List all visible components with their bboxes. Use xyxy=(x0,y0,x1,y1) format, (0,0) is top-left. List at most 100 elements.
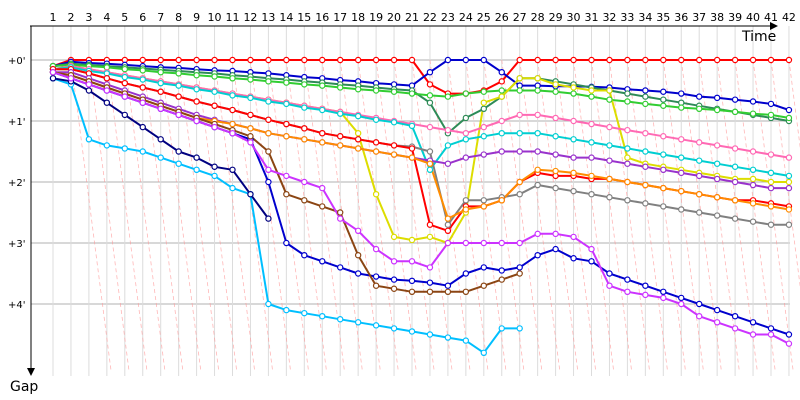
data-point xyxy=(749,218,757,225)
data-point xyxy=(552,184,559,192)
data-point xyxy=(713,306,721,314)
data-point xyxy=(390,56,398,64)
data-point xyxy=(534,181,541,189)
data-point xyxy=(624,197,631,204)
data-point xyxy=(588,245,595,253)
data-point xyxy=(606,282,613,289)
data-point xyxy=(175,93,182,100)
data-point xyxy=(713,56,721,64)
data-point xyxy=(785,340,793,347)
data-point xyxy=(372,116,380,123)
data-point xyxy=(283,133,290,140)
x-tick-labels: 1 2 3 4 5 6 7 8 9 10 11 12 13 14 15 16 17 18 19 20 21 22 23 24 2… xyxy=(50,11,796,24)
dashed-link xyxy=(339,59,381,371)
data-point xyxy=(175,56,182,64)
data-point xyxy=(49,68,57,76)
data-point xyxy=(713,94,721,102)
x-tick-label: 24 xyxy=(459,11,473,24)
data-point xyxy=(534,75,541,82)
data-point xyxy=(498,87,505,94)
data-point xyxy=(498,325,505,332)
data-point xyxy=(534,230,541,238)
data-point xyxy=(283,172,290,180)
data-point xyxy=(408,288,416,295)
data-point xyxy=(426,68,434,76)
x-tick-label: 2 xyxy=(67,11,74,24)
data-point xyxy=(444,160,452,167)
data-point xyxy=(157,88,164,95)
data-point xyxy=(480,264,487,271)
data-point xyxy=(606,56,613,64)
x-tick-label: 19 xyxy=(369,11,383,24)
data-point xyxy=(534,148,541,155)
data-point xyxy=(354,129,362,137)
data-point xyxy=(731,163,739,170)
data-point xyxy=(426,221,434,228)
data-point xyxy=(121,111,129,119)
dashed-link xyxy=(501,59,543,371)
data-point xyxy=(462,337,470,344)
data-point xyxy=(229,56,236,64)
data-point xyxy=(534,111,541,119)
x-tick-label: 37 xyxy=(692,11,706,24)
dashed-link xyxy=(142,59,184,371)
data-point xyxy=(606,194,613,201)
data-point xyxy=(390,88,398,95)
data-point xyxy=(480,197,487,204)
data-point xyxy=(372,87,380,94)
data-point xyxy=(767,221,775,228)
data-point xyxy=(660,151,667,158)
data-point xyxy=(624,288,631,295)
data-point xyxy=(175,111,182,119)
x-tick-label: 9 xyxy=(193,11,200,24)
data-point xyxy=(265,56,272,64)
x-tick-label: 4 xyxy=(103,11,110,24)
data-point xyxy=(247,94,254,102)
data-point xyxy=(552,114,559,122)
data-point xyxy=(588,56,595,64)
data-point xyxy=(211,73,218,80)
dashed-link xyxy=(285,59,327,371)
data-point xyxy=(265,98,272,105)
data-point xyxy=(229,184,236,192)
x-tick-label: 25 xyxy=(477,11,491,24)
series-line xyxy=(52,71,790,336)
dashed-link xyxy=(788,59,800,149)
data-point xyxy=(660,294,667,302)
data-point xyxy=(157,136,164,143)
x-tick-label: 30 xyxy=(567,11,581,24)
data-point xyxy=(462,114,470,122)
data-point xyxy=(731,178,739,186)
data-point xyxy=(660,96,667,103)
data-point xyxy=(444,142,452,149)
x-tick-label: 18 xyxy=(351,11,365,24)
data-point xyxy=(749,148,757,155)
data-point xyxy=(390,276,398,283)
data-point xyxy=(480,203,487,210)
data-point xyxy=(193,72,200,79)
data-point xyxy=(301,309,308,317)
data-point xyxy=(678,169,685,177)
data-point xyxy=(534,166,541,173)
data-point xyxy=(444,227,452,234)
data-point xyxy=(516,178,523,186)
data-point xyxy=(570,84,577,91)
x-tick-label: 16 xyxy=(315,11,329,24)
data-point xyxy=(749,110,757,117)
data-point xyxy=(211,123,218,131)
data-point xyxy=(660,133,667,140)
data-point xyxy=(606,96,613,103)
data-point xyxy=(767,151,775,158)
data-point xyxy=(408,56,416,64)
data-point xyxy=(588,172,595,180)
data-point xyxy=(354,145,362,152)
data-point xyxy=(624,145,631,152)
y-tick-label: +4' xyxy=(8,300,26,311)
data-point xyxy=(319,82,326,89)
data-point xyxy=(121,93,129,100)
data-point xyxy=(462,239,470,247)
data-point xyxy=(337,316,344,323)
dashed-link xyxy=(573,59,614,371)
data-point xyxy=(121,79,129,87)
data-point xyxy=(247,111,254,119)
